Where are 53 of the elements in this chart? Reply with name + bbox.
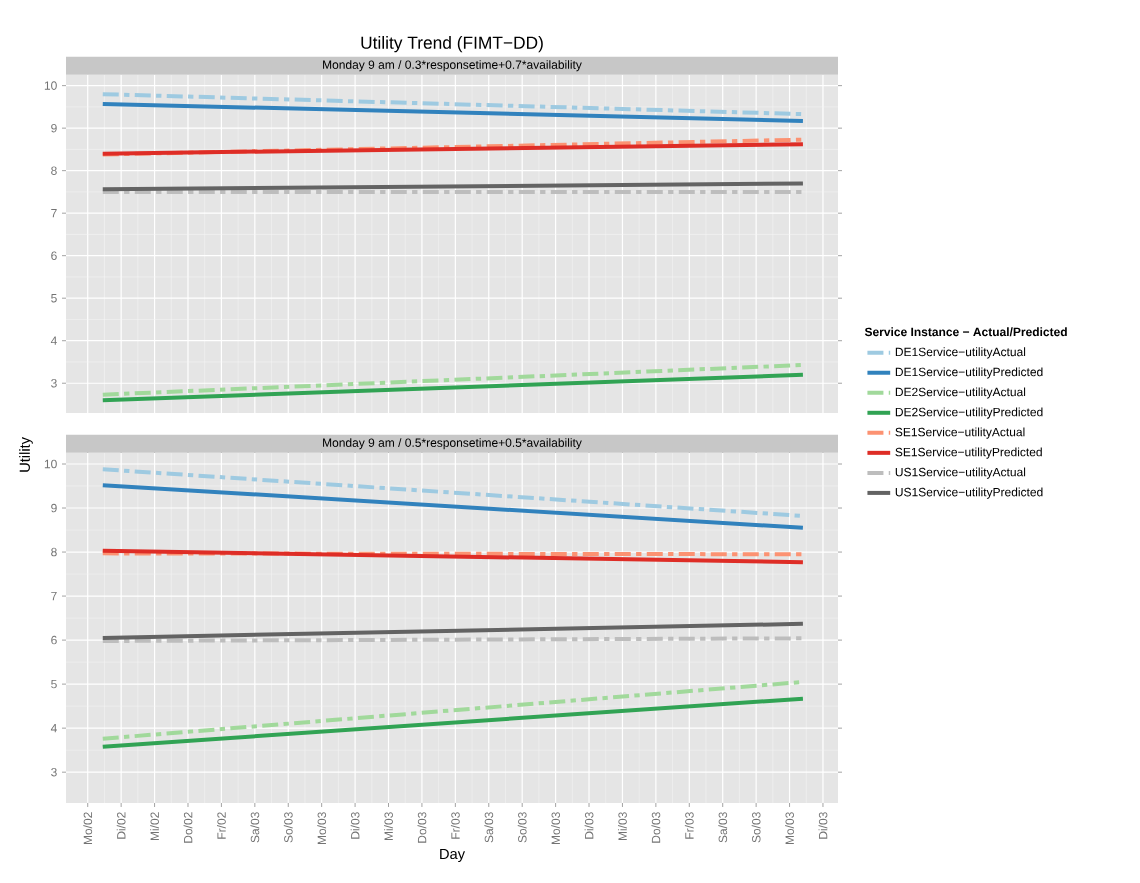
x-tick-label: Sa/03	[484, 812, 494, 843]
x-tick-label: Do/03	[417, 812, 427, 843]
chart-subtitle: Monday 9 am / 0.5*responsetime+0.5*availability	[323, 438, 582, 450]
x-axis-title: Day	[440, 849, 466, 863]
y-tick-label: 3	[51, 379, 57, 388]
x-tick-label: Di/03	[818, 812, 828, 839]
legend-label: US1Service−utilityPredicted	[895, 487, 1043, 499]
y-tick-label: 4	[50, 724, 57, 733]
y-tick-label: 7	[51, 209, 57, 218]
x-tick-label: Mi/03	[384, 812, 393, 841]
x-tick-label: Mo/02	[83, 812, 93, 845]
x-tick-label: Fr/03	[450, 812, 460, 839]
legend-label: DE2Service−utilityActual	[895, 387, 1026, 399]
legend-label: DE1Service−utilityPredicted	[895, 367, 1043, 379]
y-tick-label: 9	[51, 503, 57, 513]
x-tick-label: Mi/02	[150, 812, 159, 841]
chart-title: Utility Trend (FIMT−DD)	[361, 36, 543, 53]
y-tick-label: 4	[50, 336, 57, 346]
y-tick-label: 3	[51, 768, 57, 777]
x-tick-label: Di/03	[584, 812, 594, 839]
y-tick-label: 8	[51, 547, 57, 557]
y-tick-label: 10	[44, 459, 57, 469]
x-tick-label: Do/03	[651, 812, 661, 843]
x-tick-label: Fr/02	[217, 812, 226, 839]
x-tick-label: Mi/03	[618, 812, 627, 841]
legend-title: Service Instance − Actual/Predicted	[864, 327, 1067, 337]
y-tick-label: 10	[44, 81, 57, 91]
y-tick-label: 6	[51, 636, 57, 645]
x-tick-label: Fr/03	[684, 812, 694, 839]
y-tick-label: 5	[51, 680, 57, 689]
x-tick-label: So/03	[751, 812, 761, 843]
x-tick-label: Do/02	[183, 812, 193, 843]
y-axis-title: Utility	[19, 437, 33, 472]
legend-label: DE1Service−utilityActual	[895, 347, 1026, 359]
y-tick-label: 8	[51, 166, 57, 176]
x-tick-label: Di/02	[116, 812, 126, 839]
y-tick-label: 9	[51, 124, 57, 133]
x-tick-label: So/03	[283, 812, 293, 843]
legend-label: DE2Service−utilityPredicted	[895, 407, 1043, 419]
legend-label: SE1Service−utilityPredicted	[895, 447, 1042, 459]
x-tick-label: Mo/03	[551, 812, 561, 845]
x-tick-label: Mo/03	[785, 812, 794, 845]
legend-label: US1Service−utilityActual	[895, 467, 1026, 479]
x-tick-label: So/03	[517, 812, 527, 843]
x-tick-label: Sa/03	[718, 812, 728, 843]
x-tick-label: Di/03	[350, 812, 360, 839]
legend-label: SE1Service−utilityActual	[895, 427, 1025, 439]
y-tick-label: 7	[51, 592, 57, 601]
y-tick-label: 6	[51, 251, 57, 261]
y-tick-label: 5	[51, 294, 57, 303]
chart-subtitle: Monday 9 am / 0.3*responsetime+0.7*availability	[323, 60, 582, 72]
x-tick-label: Sa/03	[250, 812, 260, 843]
x-tick-label: Mo/03	[317, 812, 327, 845]
